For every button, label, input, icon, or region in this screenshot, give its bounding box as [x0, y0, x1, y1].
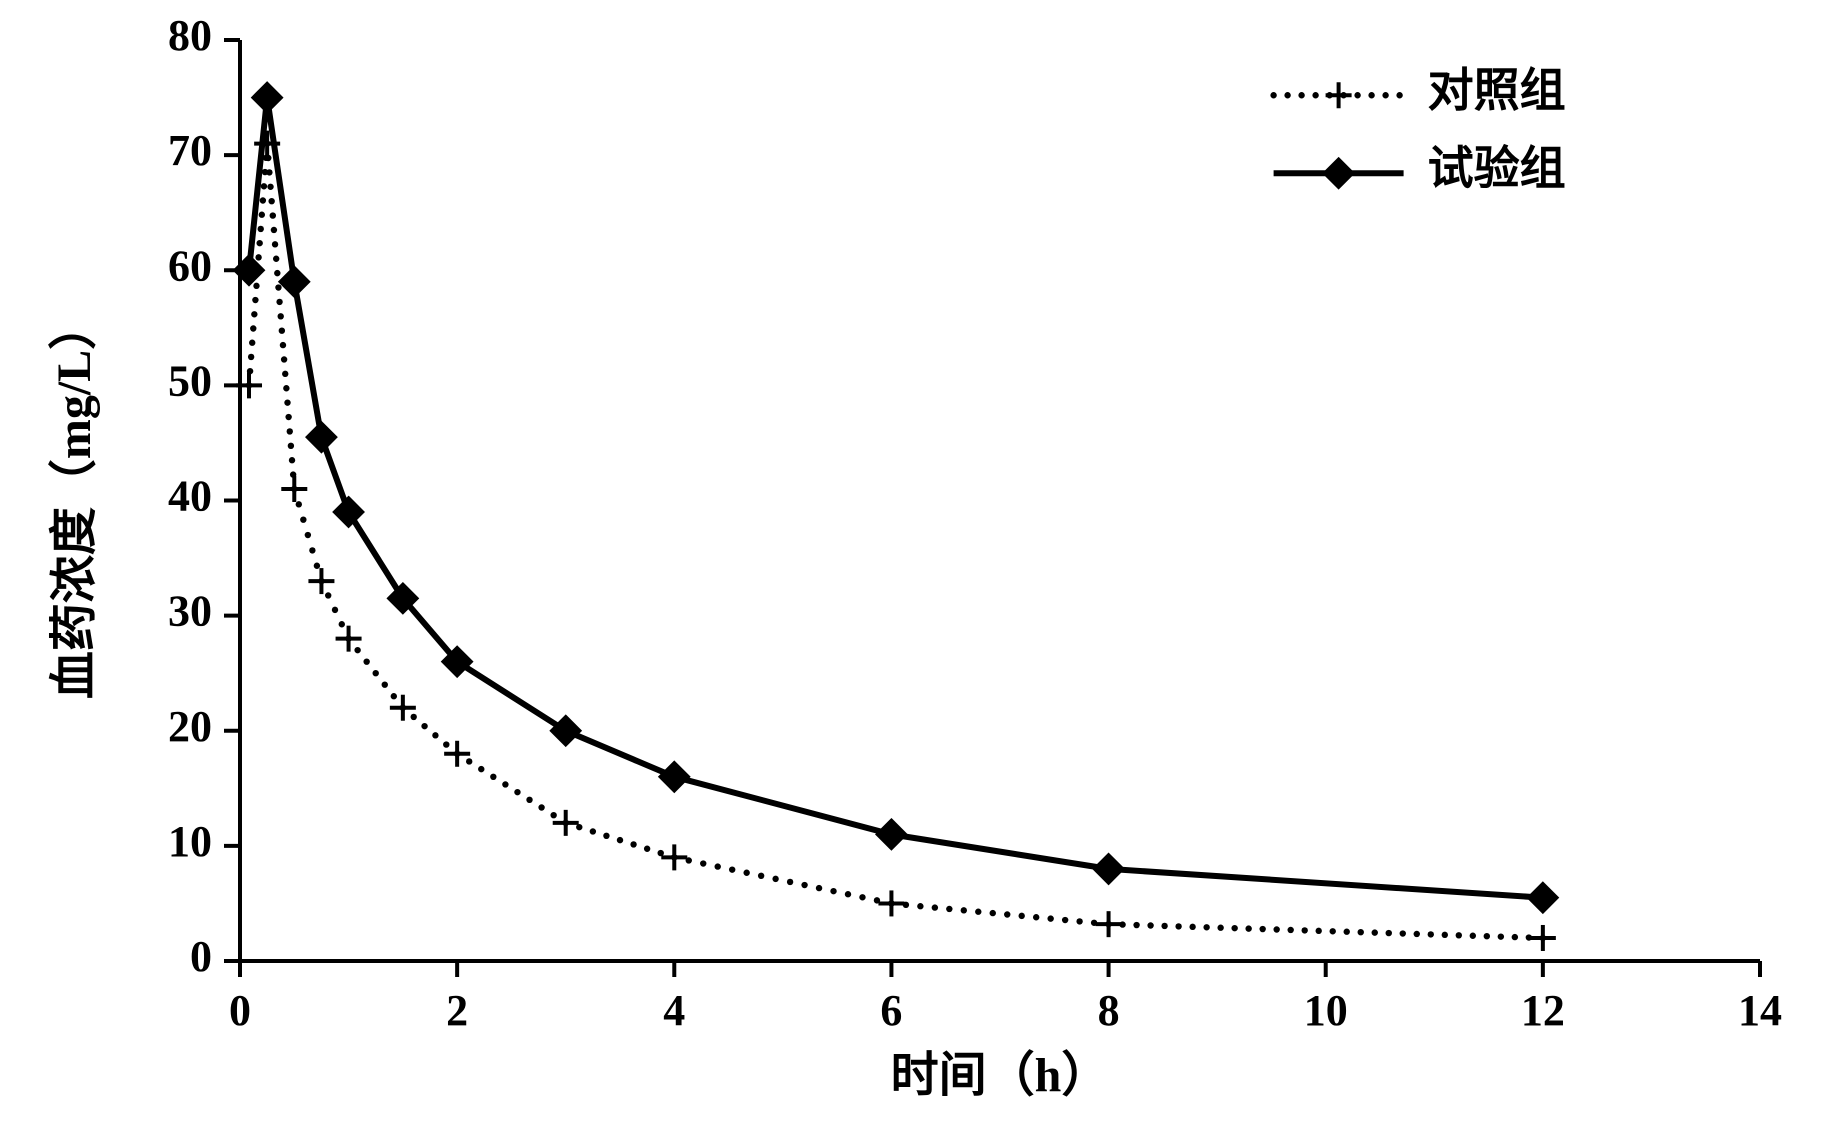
- legend: 对照组试验组: [1270, 65, 1565, 194]
- y-tick-label: 40: [168, 472, 212, 521]
- y-tick-label: 30: [168, 587, 212, 636]
- x-tick-label: 14: [1738, 986, 1782, 1035]
- y-tick-label: 20: [168, 702, 212, 751]
- pk-chart: 0 10 20 30 40 50 60 70 80 0 2 4 6 8 10 12 14 时间（h） 血药浓度（mg…: [0, 0, 1840, 1141]
- legend-label-control: 对照组: [1428, 65, 1566, 116]
- y-tick-label: 80: [168, 11, 212, 60]
- series-test: [234, 83, 1558, 913]
- y-tick-label: 60: [168, 241, 212, 290]
- legend-label-test: 试验组: [1428, 143, 1566, 194]
- x-tick-label: 2: [446, 986, 468, 1035]
- x-tick-label: 10: [1304, 986, 1348, 1035]
- y-tick-label: 10: [168, 817, 212, 866]
- y-tick-label: 0: [190, 932, 212, 981]
- x-tick-label: 12: [1521, 986, 1565, 1035]
- x-tick-label: 0: [229, 986, 251, 1035]
- y-axis-title: 血药浓度（mg/L）: [48, 302, 101, 699]
- x-tick-label: 8: [1098, 986, 1120, 1035]
- x-tick-label: 4: [663, 986, 685, 1035]
- y-tick-label: 70: [168, 126, 212, 175]
- x-tick-label: 6: [880, 986, 902, 1035]
- y-tick-label: 50: [168, 356, 212, 405]
- x-axis-title: 时间（h）: [891, 1049, 1110, 1102]
